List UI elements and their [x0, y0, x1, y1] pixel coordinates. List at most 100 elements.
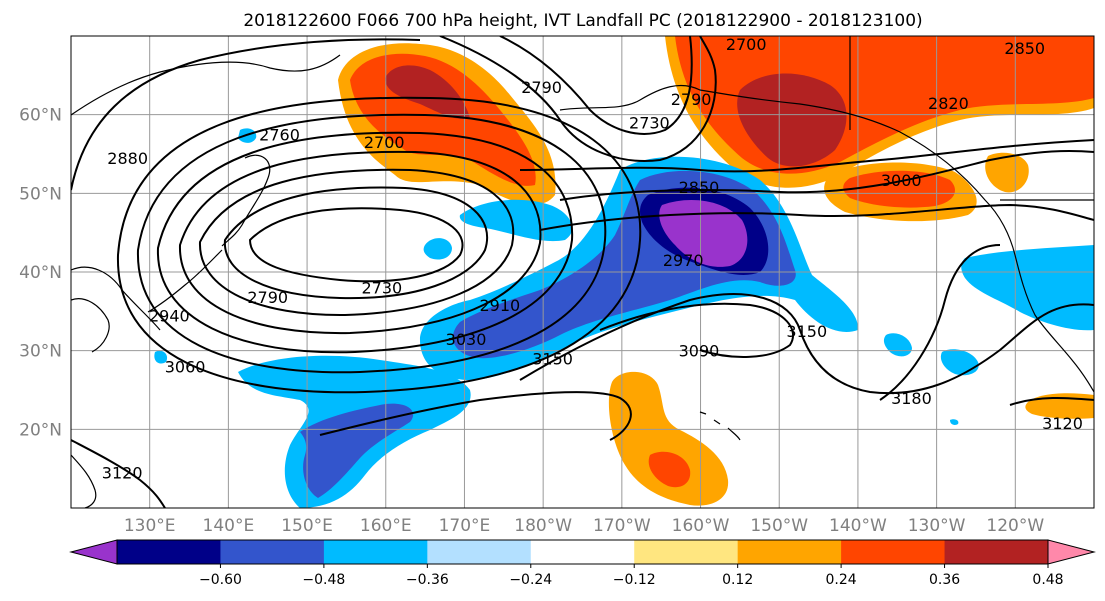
colorbar-tick-label: −0.36: [406, 572, 449, 588]
longitude-tick-labels: 130°E 140°E 150°E 160°E 170°E 180°W 170°W 160°W…: [124, 516, 1045, 536]
contour-north-2: [499, 36, 693, 135]
shade-negative-band-core: [659, 200, 748, 267]
contour-low-ring-2: [198, 168, 515, 317]
contour-label: 2850: [679, 178, 720, 197]
contour-ridge-1: [519, 139, 1094, 173]
contour-ridge-3: [539, 203, 1094, 231]
contour-3120-west: [71, 439, 166, 508]
coast-japan: [147, 249, 223, 313]
coast-kamchatka: [221, 154, 271, 247]
colorbar-extend-low: [69, 539, 118, 565]
contour-label: 3000: [881, 171, 922, 190]
colorbar-swatch: [323, 540, 428, 564]
colorbar-swatch: [427, 540, 532, 564]
lon-tick-label: 140°W: [829, 516, 887, 536]
lat-tick-label: 50°N: [19, 184, 62, 204]
contour-label: 2790: [247, 288, 288, 307]
contour-ridge-2: [559, 149, 1094, 201]
map-frame: [70, 35, 1095, 509]
colorbar-swatch: [737, 540, 842, 564]
colorbar-swatch: [117, 540, 221, 564]
colorbar-tick-label: 0.24: [826, 572, 857, 588]
contour-label: 2730: [629, 114, 670, 133]
shade-negative-small-3: [154, 350, 168, 364]
contour-3150: [519, 293, 1094, 395]
figure-title: 2018122600 F066 700 hPa height, IVT Land…: [243, 11, 922, 31]
contour-label: 2910: [480, 296, 521, 315]
lat-tick-label: 30°N: [19, 342, 62, 362]
colorbar-swatch: [530, 540, 635, 564]
contour-low-ring-3: [178, 150, 542, 335]
colorbar-tick-label: −0.12: [613, 572, 656, 588]
lat-tick-label: 60°N: [19, 106, 62, 126]
ivt-shading: [154, 36, 1094, 508]
colorbar-tick-label: 0.48: [1032, 572, 1063, 588]
shade-positive-subtropic-inner: [648, 451, 691, 488]
colorbar-tick-label: −0.48: [302, 572, 345, 588]
contour-low-ring-1: [223, 186, 489, 300]
coast-philippines: [71, 454, 97, 508]
contour-label: 3150: [786, 322, 827, 341]
colorbar-swatch: [944, 540, 1049, 564]
shade-positive-alaska-core: [737, 73, 847, 167]
contour-label: 2850: [1004, 39, 1045, 58]
contour-label: 2970: [663, 251, 704, 270]
contour-low-ring-4: [156, 131, 574, 354]
contour-label: 3180: [891, 389, 932, 408]
contour-low-inner: [248, 207, 464, 283]
colorbar-swatch: [220, 540, 325, 564]
shade-positive-pnw-inner: [843, 170, 955, 208]
contour-label: 3060: [165, 357, 206, 376]
contour-low-ring-6: [116, 96, 642, 394]
lon-tick-label: 150°W: [750, 516, 808, 536]
lon-tick-label: 140°E: [203, 516, 255, 536]
shade-negative-nw-streak: [459, 199, 573, 242]
contour-label: 3030: [446, 330, 487, 349]
shade-positive-bering-core: [385, 65, 470, 119]
contour-3090: [599, 302, 795, 358]
border-canada-us: [849, 36, 1094, 201]
contour-label: 3120: [1042, 414, 1083, 433]
lon-tick-label: 160°W: [672, 516, 730, 536]
shade-negative-tiny: [950, 419, 959, 425]
lon-tick-label: 130°E: [124, 516, 176, 536]
lon-tick-label: 160°E: [360, 516, 412, 536]
contour-2880: [71, 38, 421, 191]
shade-negative-westus: [961, 245, 1094, 331]
latitude-tick-labels: 60°N 50°N 40°N 30°N 20°N: [19, 106, 62, 441]
coast-hawaii: [699, 411, 741, 441]
coast-west-us: [1014, 254, 1094, 393]
contour-3120-east: [1009, 397, 1094, 406]
colorbar-tick-label: 0.12: [722, 572, 753, 588]
lon-tick-label: 170°W: [593, 516, 651, 536]
contour-label: 3090: [679, 342, 720, 361]
lon-tick-label: 130°W: [908, 516, 966, 536]
shade-negative-west-tongue-mid: [300, 403, 414, 498]
shade-negative-westus-small: [940, 349, 979, 376]
lon-tick-label: 180°W: [514, 516, 572, 536]
contour-subtropic-loop: [319, 391, 632, 441]
contour-label: 2790: [671, 90, 712, 109]
coastlines: [71, 36, 1094, 508]
contour-label: 2700: [364, 133, 405, 152]
lon-tick-label: 150°E: [281, 516, 333, 536]
colorbar-extend-high: [1047, 539, 1096, 565]
height-contours: [71, 36, 1094, 508]
contour-label: 2820: [928, 94, 969, 113]
lat-tick-label: 40°N: [19, 263, 62, 283]
contour-north-1: [439, 36, 717, 162]
contour-label: 2730: [361, 279, 402, 298]
contour-label: 3150: [532, 350, 573, 369]
contour-low-ring-5: [136, 113, 607, 374]
shade-negative-small-1: [423, 238, 452, 260]
colorbar-swatch: [634, 540, 739, 564]
coast-alaska: [559, 84, 1016, 256]
shade-positive-pnw-small: [985, 152, 1029, 193]
lat-tick-label: 20°N: [19, 420, 62, 440]
contour-label: 2700: [726, 35, 767, 54]
colorbar-swatch: [841, 540, 946, 564]
shade-positive-subtropic: [608, 371, 729, 506]
